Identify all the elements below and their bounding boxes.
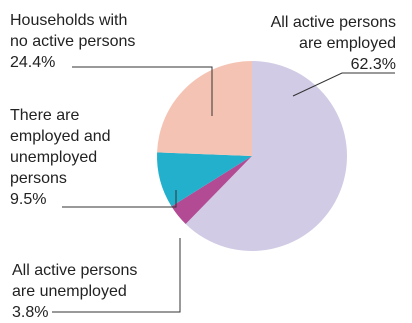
leader-unemployed [52, 238, 181, 313]
label-mixed: There are employed and unemployed person… [10, 105, 111, 210]
leader-mixed [62, 190, 177, 208]
leader-no-active [72, 66, 213, 116]
value-employed: 62.3% [350, 56, 396, 73]
label-no-active-line-2: no active persons [10, 33, 136, 50]
leader-lines [52, 66, 395, 313]
slice-employed [185, 61, 347, 252]
label-mixed-line-4: persons [10, 170, 67, 187]
label-unemployed: All active persons are unemployed 3.8% [12, 260, 137, 323]
label-employed: All active persons are employed 62.3% [271, 12, 396, 75]
slice-unemployed [171, 156, 252, 225]
label-unemployed-line-1: All active persons [12, 262, 138, 279]
leader-employed [292, 72, 395, 97]
label-mixed-line-1: There are [10, 107, 80, 124]
slice-no-active [157, 61, 252, 156]
label-employed-line-1: All active persons [270, 14, 396, 31]
label-no-active-line-1: Households with [10, 12, 128, 29]
value-no-active: 24.4% [10, 54, 56, 71]
label-mixed-line-3: unemployed [10, 149, 98, 166]
label-employed-line-2: are employed [299, 35, 396, 52]
value-unemployed: 3.8% [12, 304, 49, 321]
value-mixed: 9.5% [10, 191, 47, 208]
pie-slices [157, 61, 347, 252]
slice-mixed [157, 152, 252, 207]
label-no-active: Households with no active persons 24.4% [10, 10, 135, 73]
label-mixed-line-2: employed and [10, 128, 111, 145]
label-unemployed-line-2: are unemployed [12, 283, 127, 300]
